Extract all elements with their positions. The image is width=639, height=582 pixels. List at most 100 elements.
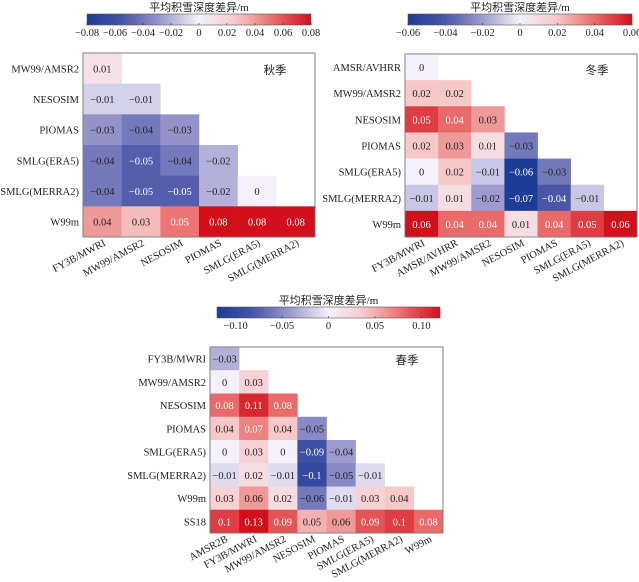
cell-value-label: 0.01	[93, 64, 111, 75]
heatmap-cell	[355, 486, 386, 511]
cell-value-label: 0.03	[361, 494, 379, 505]
y-tick-label: FY3B/MWRI	[148, 355, 207, 366]
cell-value-label: −0.01	[575, 194, 599, 205]
heatmap-cell	[537, 210, 572, 238]
cell-value-label: −0.02	[206, 187, 230, 198]
cell-value-label: 0.05	[303, 517, 321, 528]
cell-value-label: 0.06	[412, 220, 430, 231]
heatmap-cell	[405, 132, 439, 159]
cell-value-label: 0	[419, 168, 424, 179]
cell-value-label: −0.05	[129, 156, 153, 167]
heatmap-cell	[504, 158, 538, 186]
colorbar-tick-label: −0.04	[131, 28, 156, 39]
cell-value-label: −0.06	[509, 168, 533, 179]
cell-value-label: 0.08	[419, 517, 437, 528]
colorbar-tick-label: 0.08	[302, 28, 320, 39]
cell-value-label: 0.1	[393, 517, 406, 528]
colorbar-tick-label: 0.04	[585, 28, 604, 39]
cell-value-label: 0.02	[446, 89, 464, 100]
heatmap-cell	[121, 145, 161, 176]
cell-value-label: −0.06	[300, 494, 324, 505]
heatmap-cell	[210, 393, 240, 418]
colorbar-tick-label: 0	[196, 28, 201, 39]
heatmap-cell	[121, 83, 161, 115]
cell-value-label: −0.01	[90, 95, 114, 106]
heatmap-cell	[504, 184, 538, 212]
cell-value-label: 0.04	[274, 424, 293, 435]
season-label: 秋季	[264, 63, 287, 77]
cell-value-label: −0.02	[476, 194, 500, 205]
heatmap-cell	[384, 509, 415, 534]
heatmap-cell	[83, 53, 122, 84]
cell-value-label: 0.09	[361, 517, 379, 528]
cell-value-label: −0.01	[476, 168, 500, 179]
colorbar-tick-label: 0.02	[548, 28, 566, 39]
cell-value-label: −0.01	[329, 494, 353, 505]
colorbar-tick-label: −0.06	[103, 28, 127, 39]
cell-value-label: 0.03	[479, 115, 497, 126]
y-tick-label: PIOMAS	[166, 424, 206, 435]
heatmap-cell	[268, 440, 298, 464]
y-tick-label: MW99/AMSR2	[11, 64, 79, 75]
colorbar-tick-label: 0.06	[623, 28, 639, 39]
heatmap-cell	[405, 106, 439, 133]
cell-value-label: −0.03	[212, 355, 236, 366]
heatmap-cell	[297, 509, 327, 534]
heatmap-cell	[355, 509, 386, 534]
cell-value-label: −0.01	[129, 95, 153, 106]
colorbar-tick-label: 0	[326, 321, 331, 332]
colorbar-tick-label: 0.10	[412, 321, 430, 332]
cell-value-label: 0	[419, 63, 424, 74]
cell-value-label: 0.04	[479, 220, 498, 231]
heatmap-cell	[297, 440, 327, 464]
colorbar-tick-label: 0.06	[274, 28, 292, 39]
x-tick-label: NESOSIM	[139, 238, 185, 270]
colorbar-tick-label: −0.10	[223, 321, 247, 332]
cell-value-label: 0	[222, 448, 227, 459]
cell-value-label: 0.02	[412, 142, 430, 153]
heatmap-cell	[210, 416, 240, 441]
cell-value-label: 0.04	[93, 218, 112, 229]
heatmap-cell	[199, 175, 238, 207]
cell-value-label: 0.1	[218, 517, 231, 528]
cell-value-label: 0.09	[274, 517, 292, 528]
cell-value-label: 0.08	[248, 218, 266, 229]
heatmap-cell	[210, 440, 240, 464]
heatmap-cell	[83, 206, 122, 238]
heatmap-cell	[570, 210, 605, 238]
colorbar-tick-label: −0.04	[433, 28, 458, 39]
cell-value-label: −0.05	[300, 424, 324, 435]
heatmap-cell	[297, 486, 327, 511]
cell-value-label: −0.04	[90, 187, 115, 198]
heatmap-cell	[405, 54, 439, 81]
heatmap-autumn: 平均积雪深度差异/m−0.08 −0.06 −0.04 −0.02 0 0.02 0.04 0…	[0, 0, 320, 285]
cell-value-label: 0.03	[245, 378, 263, 389]
heatmap-cell	[121, 206, 161, 238]
heatmap-cell	[210, 509, 240, 534]
cell-value-label: 0.03	[245, 448, 263, 459]
cell-value-label: −0.05	[168, 187, 192, 198]
cell-value-label: 0.03	[215, 494, 233, 505]
heatmap-cell	[121, 175, 161, 207]
heatmap-cell	[121, 114, 161, 146]
heatmap-cell	[268, 416, 298, 441]
cell-value-label: −0.03	[168, 126, 192, 137]
heatmap-cell	[504, 210, 538, 238]
heatmap-cell	[268, 486, 298, 511]
heatmap-cell	[239, 463, 269, 487]
cell-value-label: 0.05	[578, 220, 596, 231]
heatmap-cell	[405, 158, 439, 186]
heatmap-cell	[570, 184, 605, 212]
plot-border	[209, 346, 444, 534]
heatmap-cell	[471, 158, 505, 186]
heatmap-cell	[237, 175, 277, 207]
heatmap-cell	[199, 145, 238, 176]
cell-value-label: 0.11	[245, 401, 263, 412]
heatmap-cell	[160, 175, 200, 207]
colorbar: 平均积雪深度差异/m −0.06 −0.04 −0.02 0 0.02 0.04 0.06	[396, 0, 639, 39]
season-label: 冬季	[586, 63, 609, 77]
cell-value-label: −0.01	[271, 471, 295, 482]
colorbar-title: 平均积雪深度差异/m	[149, 0, 249, 14]
heatmap-cell	[471, 184, 505, 212]
cells: −0.03 0 0.03 0.08 0.11 0.08 0.04 0.07 0.04 −0.05 0…	[210, 347, 444, 534]
